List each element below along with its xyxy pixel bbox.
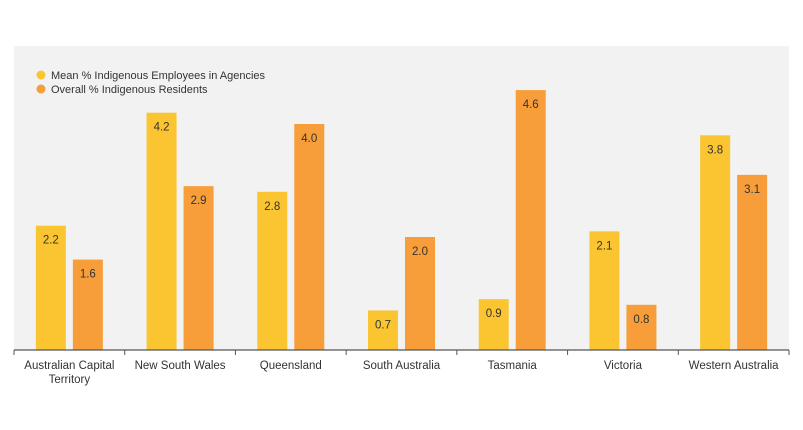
legend-label-series-2: Overall % Indigenous Residents [51, 84, 208, 96]
bar-value-label: 2.8 [264, 201, 280, 213]
category-label: New South Wales [135, 360, 226, 372]
bar-value-label: 0.7 [375, 319, 391, 331]
bar-series-1 [146, 112, 177, 350]
bar-series-2 [72, 259, 103, 350]
bar-series-1 [35, 225, 66, 350]
bar-series-1 [589, 231, 620, 350]
bar-value-label: 3.8 [707, 144, 723, 156]
bar-series-2 [515, 90, 546, 350]
legend-swatch-series-1 [36, 70, 46, 80]
category-label: Australian Capital Territory [24, 360, 114, 386]
category-label: South Australia [363, 360, 441, 372]
category-label: Victoria [604, 360, 643, 372]
category-label: Tasmania [488, 360, 538, 372]
bar-value-label: 2.2 [43, 235, 59, 247]
bar-value-label: 3.1 [744, 184, 760, 196]
bar-series-2 [626, 304, 657, 350]
bar-value-label: 2.9 [191, 195, 207, 207]
legend-swatch-series-2 [36, 84, 46, 94]
legend-label-series-1: Mean % Indigenous Employees in Agencies [51, 70, 266, 82]
bar-series-1 [368, 310, 398, 350]
category-label: Queensland [260, 360, 322, 372]
bar-series-2 [294, 124, 325, 350]
bar-value-label: 2.1 [596, 240, 612, 252]
value-labels-layer: 2.2 1.6 4.2 2.9 2.8 4.0 0.7 2.0 0.9 4.6 2.1 0.8 3.8 3… [43, 99, 760, 331]
plot-background [14, 46, 789, 350]
x-axis-ticks [13, 350, 790, 355]
bar-series-2 [183, 186, 214, 350]
bar-value-label: 0.9 [486, 308, 502, 320]
bar-series-1 [257, 191, 288, 350]
bar-series-1 [478, 299, 509, 350]
bar-value-label: 0.8 [633, 314, 649, 326]
category-label: Western Australia [689, 360, 780, 372]
legend: Mean % Indigenous Employees in Agencies … [36, 70, 266, 96]
bar-value-label: 4.6 [523, 99, 539, 111]
x-axis-labels: Australian Capital Territory New South Wal… [24, 360, 779, 386]
bar-series-1 [700, 135, 731, 350]
bar-value-label: 1.6 [80, 269, 96, 281]
bars-layer [35, 90, 768, 350]
bar-value-label: 2.0 [412, 246, 428, 258]
bar-value-label: 4.0 [301, 133, 317, 145]
bar-series-2 [405, 237, 435, 350]
bar-value-label: 4.2 [154, 122, 170, 134]
bar-series-2 [737, 174, 768, 350]
